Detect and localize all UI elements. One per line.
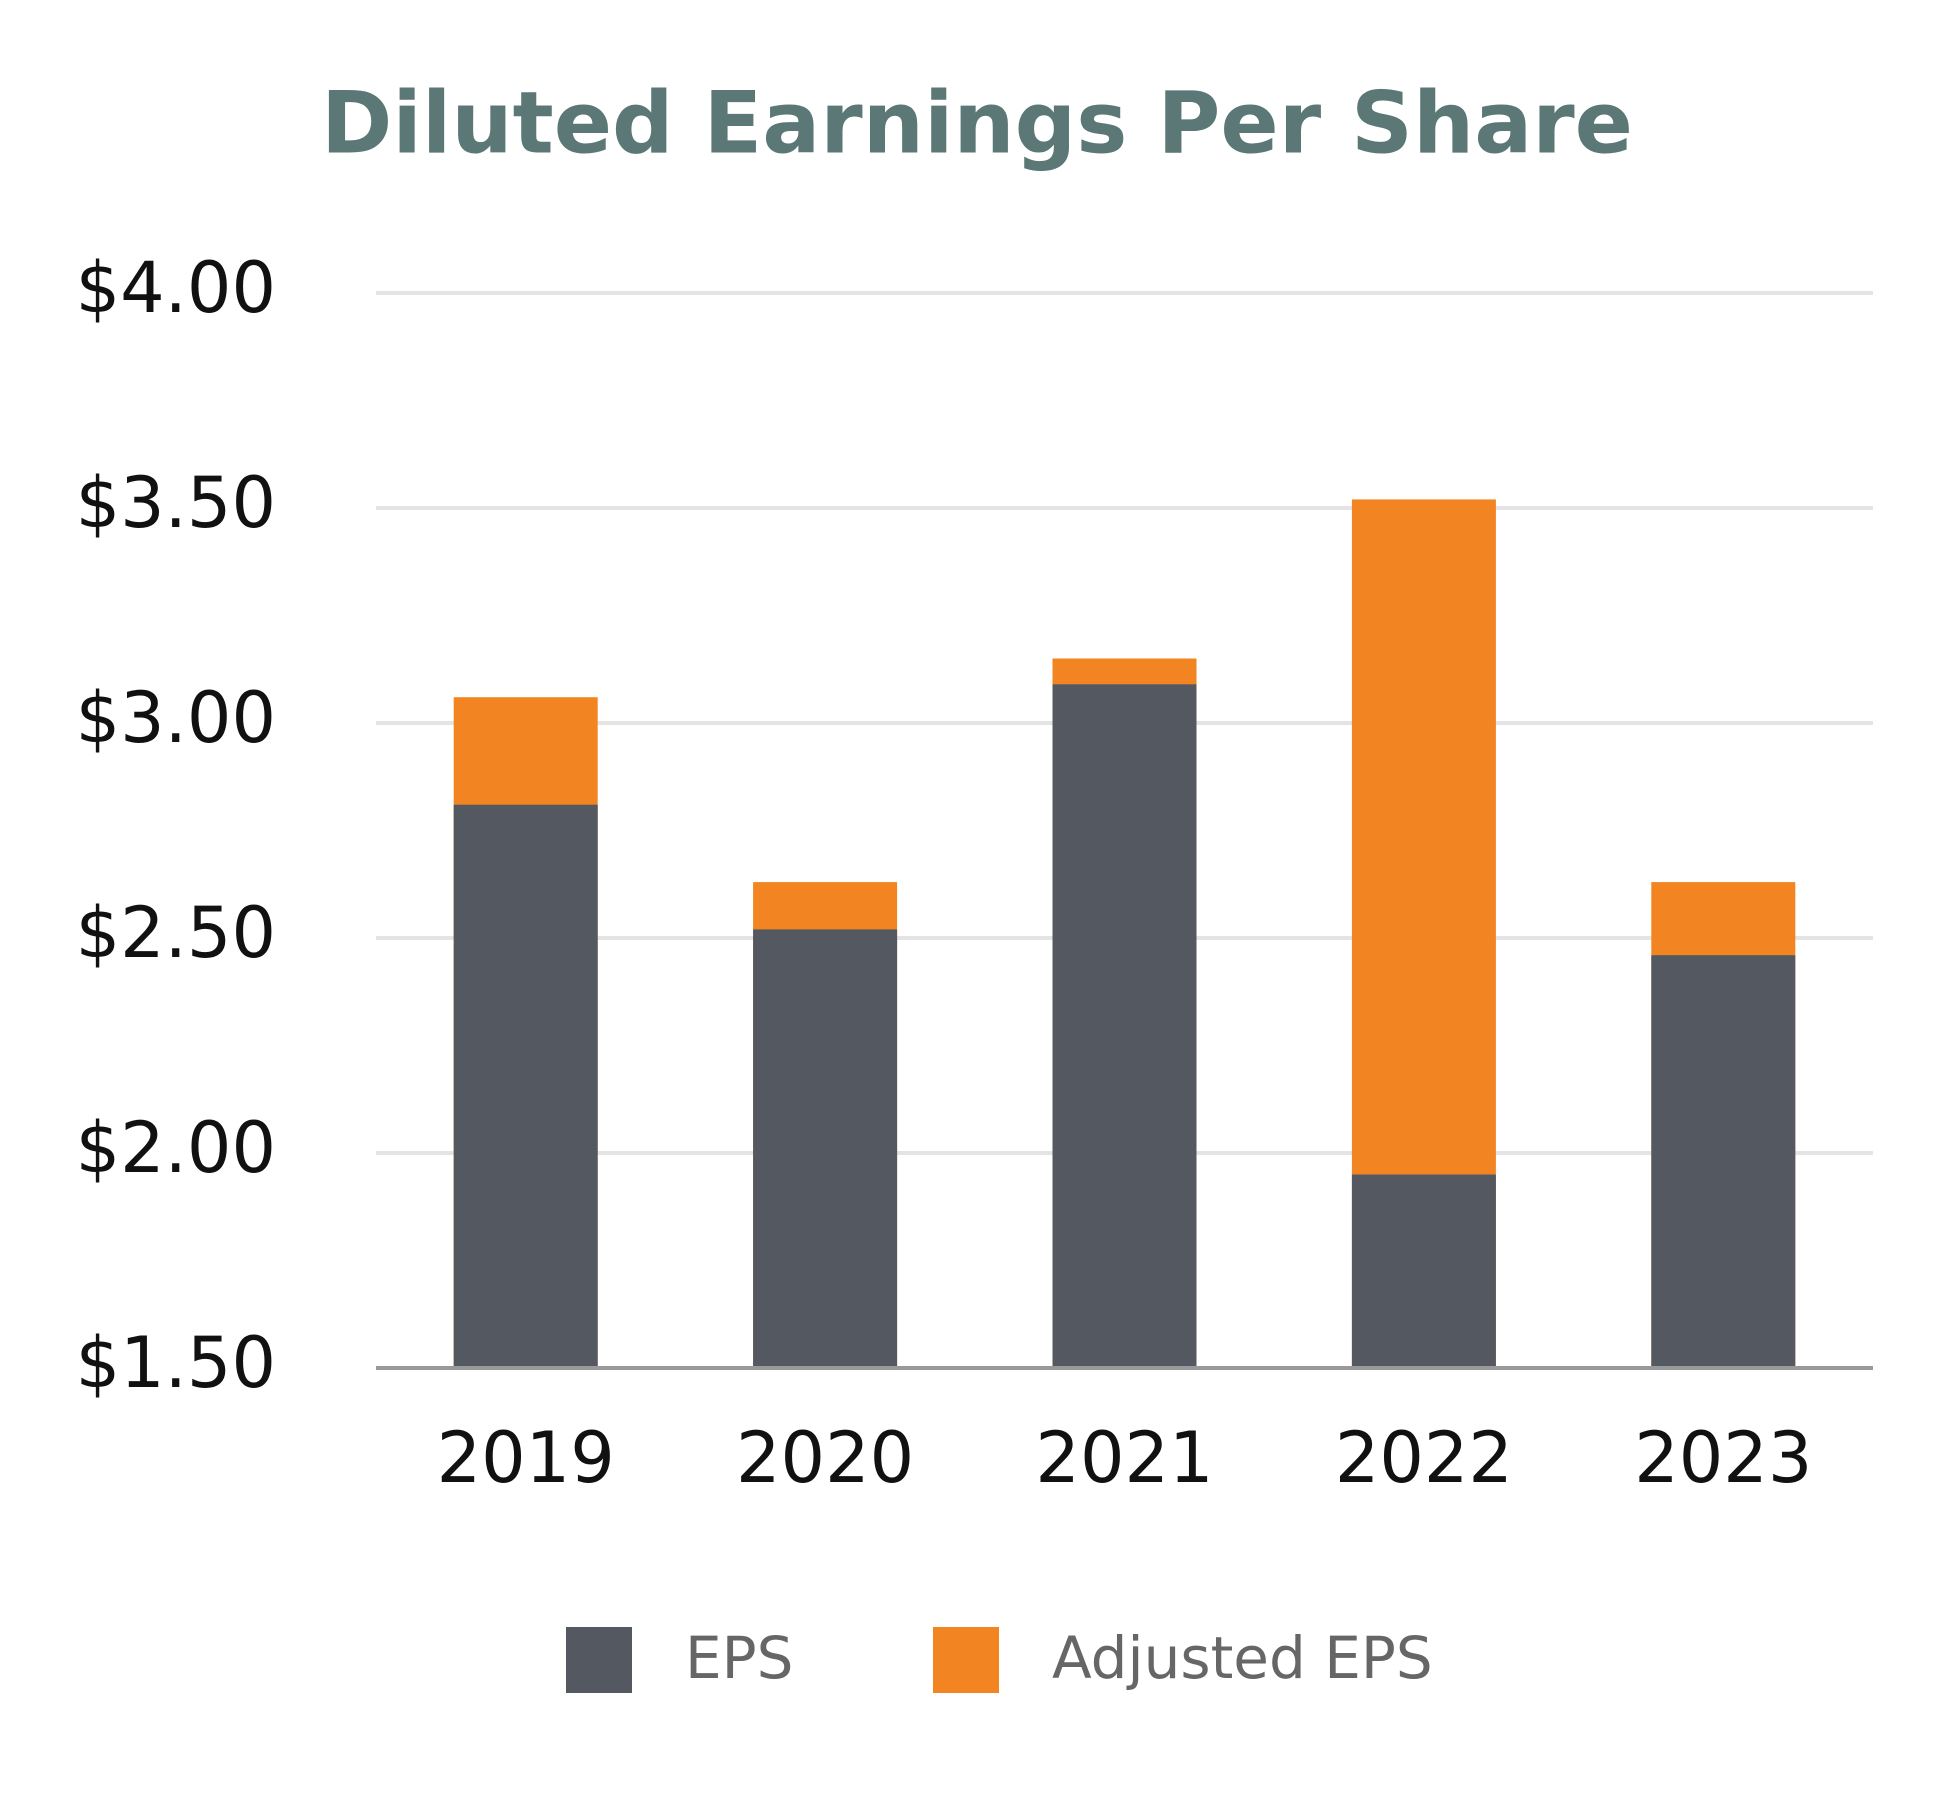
- y-tick-label: $3.00: [76, 677, 276, 759]
- x-tick-label: 2020: [736, 1417, 914, 1499]
- x-tick-label: 2022: [1335, 1417, 1513, 1499]
- bar: [1351, 1174, 1496, 1368]
- y-tick-label: $1.50: [76, 1322, 276, 1404]
- bar: [453, 804, 598, 1368]
- x-tick-label: 2019: [437, 1417, 615, 1499]
- y-tick-label: $4.00: [76, 247, 276, 329]
- legend-label: Adjusted EPS: [1052, 1624, 1433, 1692]
- legend-swatch: [933, 1627, 999, 1693]
- bar: [1052, 684, 1197, 1368]
- y-tick-label: $3.50: [76, 462, 276, 544]
- chart-title: Diluted Earnings Per Share: [321, 73, 1633, 173]
- legend-swatch: [566, 1627, 632, 1693]
- y-tick-label: $2.50: [76, 892, 276, 974]
- x-tick-label: 2021: [1035, 1417, 1213, 1499]
- bar: [1651, 955, 1796, 1368]
- legend-label: EPS: [685, 1624, 793, 1692]
- bar: [753, 929, 898, 1368]
- x-tick-label: 2023: [1634, 1417, 1812, 1499]
- y-tick-label: $2.00: [76, 1107, 276, 1189]
